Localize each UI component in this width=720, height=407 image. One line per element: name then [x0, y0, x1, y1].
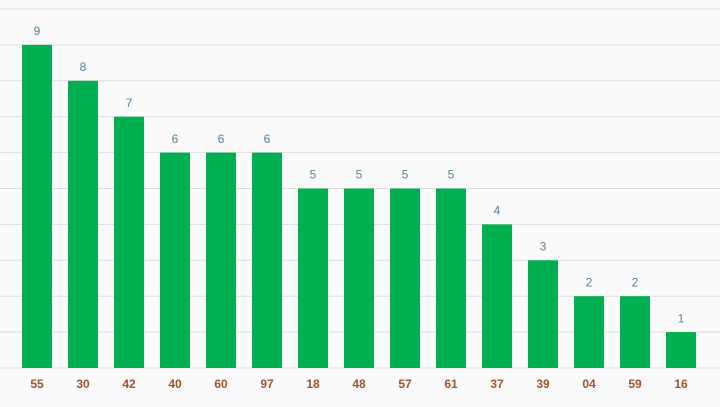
bar — [206, 152, 236, 368]
x-tick-label: 60 — [214, 377, 228, 391]
value-label: 6 — [172, 132, 179, 146]
x-tick-label: 42 — [122, 377, 136, 391]
x-tick-label: 57 — [398, 377, 412, 391]
x-tick-label: 18 — [306, 377, 320, 391]
bar — [344, 188, 374, 368]
x-tick-label: 16 — [674, 377, 688, 391]
value-label: 8 — [80, 60, 87, 74]
bar — [252, 152, 282, 368]
bar — [482, 224, 512, 368]
value-label: 4 — [494, 204, 501, 218]
value-label: 5 — [310, 168, 317, 182]
bar — [160, 152, 190, 368]
bar — [666, 332, 696, 368]
bar — [298, 188, 328, 368]
value-label: 1 — [678, 311, 685, 325]
x-tick-label: 40 — [168, 377, 182, 391]
bar — [114, 116, 144, 368]
x-tick-label: 30 — [76, 377, 90, 391]
bar — [528, 260, 558, 368]
value-label: 7 — [126, 96, 133, 110]
x-tick-label: 61 — [444, 377, 458, 391]
x-tick-label: 37 — [490, 377, 504, 391]
value-label: 5 — [356, 168, 363, 182]
value-label: 5 — [402, 168, 409, 182]
bar — [68, 80, 98, 369]
value-label: 6 — [218, 132, 225, 146]
value-label: 5 — [448, 168, 455, 182]
bar — [620, 296, 650, 368]
value-label: 3 — [540, 239, 547, 253]
x-tick-label: 97 — [260, 377, 274, 391]
value-label: 6 — [264, 132, 271, 146]
x-tick-label: 39 — [536, 377, 550, 391]
bar — [574, 296, 604, 368]
x-tick-label: 55 — [30, 377, 44, 391]
bar — [22, 44, 52, 369]
x-tick-label: 59 — [628, 377, 642, 391]
x-tick-label: 04 — [582, 377, 596, 391]
value-label: 2 — [632, 275, 639, 289]
bar — [436, 188, 466, 368]
value-label: 2 — [586, 275, 593, 289]
bar — [390, 188, 420, 368]
x-tick-label: 48 — [352, 377, 366, 391]
value-label: 9 — [34, 24, 41, 38]
